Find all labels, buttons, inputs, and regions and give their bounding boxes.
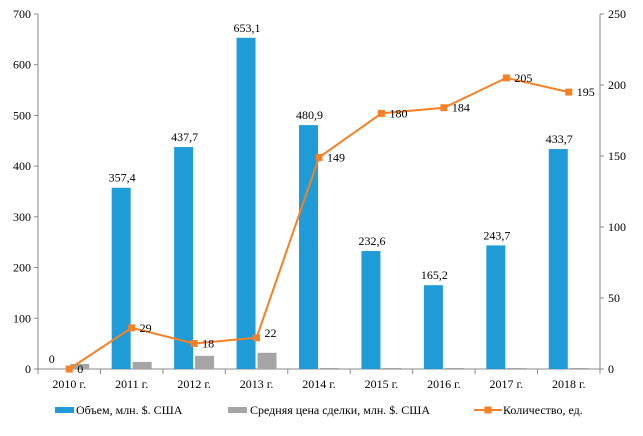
x-tick-label: 2017 г. [490, 377, 524, 391]
x-tick-label: 2016 г. [427, 377, 461, 391]
right-tick-label: 50 [608, 291, 620, 305]
left-tick-label: 100 [13, 311, 31, 325]
x-tick-label: 2011 г. [115, 377, 148, 391]
left-tick-label: 200 [13, 261, 31, 275]
avg-price-bar [257, 352, 277, 369]
volume-label: 480,9 [296, 108, 323, 122]
avg-price-bar [320, 367, 339, 369]
count-marker [128, 324, 136, 332]
volume-label: 232,6 [358, 234, 385, 248]
avg-price-bar [507, 367, 527, 369]
right-tick-label: 200 [608, 78, 626, 92]
legend-count-label: Количество, ед. [503, 403, 583, 417]
volume-bar [174, 147, 194, 369]
avg-price-bar [444, 367, 464, 369]
legend-count-marker [484, 406, 492, 414]
avg-price-bar [382, 367, 402, 369]
x-tick-label: 2010 г. [52, 377, 86, 391]
count-label: 195 [577, 85, 595, 99]
x-tick-label: 2015 г. [365, 377, 399, 391]
volume-label: 0 [49, 352, 55, 366]
volume-bar [299, 125, 318, 370]
left-tick-label: 700 [13, 7, 31, 21]
x-tick-label: 2013 г. [240, 377, 274, 391]
right-tick-label: 0 [608, 362, 614, 376]
count-label: 22 [265, 326, 277, 340]
count-label: 18 [202, 336, 214, 350]
volume-bar [361, 251, 381, 369]
count-label: 149 [327, 150, 345, 164]
volume-label: 437,7 [171, 130, 198, 144]
x-tick-label: 2018 г. [552, 377, 586, 391]
x-tick-label: 2012 г. [177, 377, 211, 391]
count-label: 205 [514, 71, 532, 85]
legend-avg-price-label: Средняя цена сделки, млн. $. США [250, 403, 430, 417]
count-marker [565, 88, 573, 96]
volume-label: 357,4 [109, 171, 136, 185]
count-marker [377, 109, 385, 117]
legend-volume-swatch [55, 407, 74, 413]
left-tick-label: 400 [13, 159, 31, 173]
volume-label: 165,2 [421, 268, 448, 282]
count-label: 180 [389, 106, 407, 120]
volume-bar [486, 245, 506, 369]
left-tick-label: 500 [13, 108, 31, 122]
volume-bar [111, 187, 131, 369]
left-tick-label: 300 [13, 210, 31, 224]
avg-price-bar [70, 363, 90, 369]
right-tick-label: 150 [608, 149, 626, 163]
left-tick-label: 600 [13, 58, 31, 72]
count-marker [65, 365, 73, 373]
count-label: 0 [77, 362, 83, 376]
count-marker [315, 153, 323, 161]
count-label: 29 [140, 321, 152, 335]
volume-bar [423, 285, 443, 369]
left-tick-label: 0 [25, 362, 31, 376]
count-marker [253, 334, 261, 342]
right-tick-label: 100 [608, 220, 626, 234]
avg-price-bar [195, 355, 215, 369]
volume-label: 433,7 [546, 132, 573, 146]
volume-label: 653,1 [234, 21, 261, 35]
legend-avg-price-swatch [228, 407, 247, 413]
count-marker [502, 74, 510, 82]
count-label: 184 [452, 101, 470, 115]
volume-label: 243,7 [483, 228, 510, 242]
avg-price-bar [569, 367, 589, 369]
right-tick-label: 250 [608, 7, 626, 21]
legend-volume-label: Объем, млн. $. США [76, 403, 183, 417]
count-marker [190, 339, 198, 347]
volume-bar [548, 149, 568, 369]
volume-bar [236, 37, 256, 369]
x-tick-label: 2014 г. [302, 377, 336, 391]
avg-price-bar [132, 361, 152, 369]
count-marker [440, 104, 448, 112]
